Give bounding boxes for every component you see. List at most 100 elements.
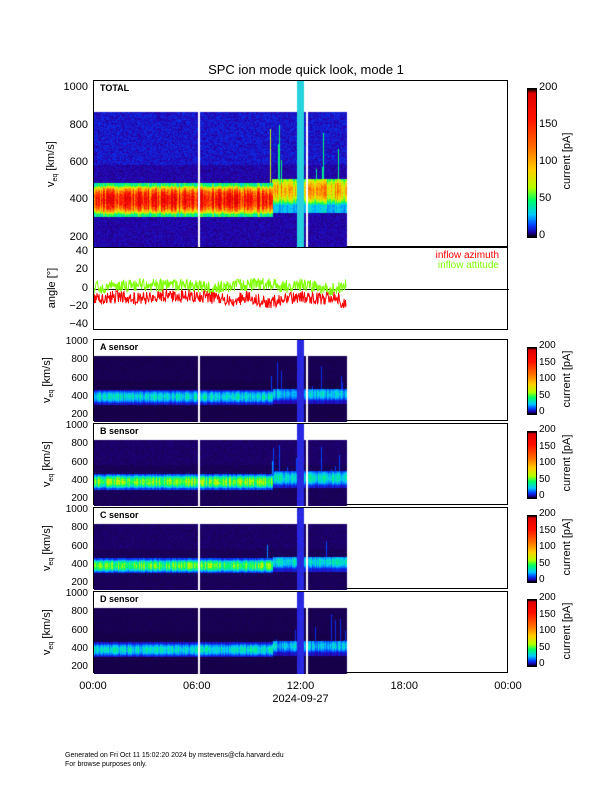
colorbar-tick-label: 100 [539, 457, 556, 468]
velocity-axis-label: veq [km/s] [40, 525, 56, 571]
colorbar-tick-label: 50 [539, 192, 552, 204]
panel-label: B sensor [100, 426, 139, 436]
velocity-tick-label: 600 [69, 156, 88, 169]
colorbar-tick-label: 0 [539, 229, 546, 241]
velocity-tick-label: 1000 [65, 588, 88, 600]
colorbar [527, 515, 537, 583]
spectrogram-panel-b-sensor: B sensor [93, 423, 509, 506]
velocity-tick-label: 200 [69, 230, 88, 243]
series-inflow-attitude [94, 277, 347, 296]
legend-inflow-attitude: inflow attitude [437, 260, 499, 271]
panel-label: D sensor [100, 594, 139, 604]
date-label: 2024-09-27 [272, 693, 329, 705]
angle-axis-label: angle [°] [46, 267, 58, 308]
colorbar-tick-label: 150 [539, 608, 556, 620]
velocity-tick-label: 1000 [63, 81, 88, 94]
velocity-tick-label: 1000 [65, 420, 88, 432]
panel-label: C sensor [100, 510, 139, 520]
velocity-tick-label: 400 [71, 475, 88, 487]
colorbar-tick-label: 50 [539, 473, 551, 485]
time-tick-label: 18:00 [390, 680, 419, 692]
velocity-tick-label: 600 [71, 372, 88, 384]
legend-inflow-azimuth: inflow azimuth [435, 250, 499, 261]
velocity-axis-label: veq [km/s] [44, 140, 60, 187]
colorbar-tick-label: 0 [539, 658, 545, 669]
angle-tick-label: 0 [81, 281, 88, 294]
colorbar-tick-label: 150 [539, 118, 558, 130]
colorbar-tick-label: 0 [539, 406, 545, 417]
velocity-axis-label: veq [km/s] [40, 357, 56, 403]
velocity-tick-label: 400 [71, 391, 88, 403]
velocity-tick-label: 400 [69, 193, 88, 206]
colorbar [527, 347, 537, 415]
colorbar-tick-label: 50 [539, 557, 551, 569]
colorbar-tick-label: 200 [539, 340, 556, 351]
spectrogram-panel-a-sensor: A sensor [93, 339, 509, 422]
colorbar-label: current [pA] [561, 350, 573, 408]
velocity-tick-label: 400 [71, 559, 88, 571]
figure-title: SPC ion mode quick look, mode 1 [208, 62, 404, 77]
velocity-tick-label: 200 [71, 409, 88, 421]
angle-tick-label: 40 [75, 244, 88, 257]
colorbar-tick-label: 50 [539, 641, 551, 653]
spectrogram-canvas [94, 81, 509, 248]
spectrogram-panel-total: TOTAL [93, 80, 509, 248]
colorbar-tick-label: 150 [539, 524, 556, 536]
velocity-tick-label: 800 [71, 438, 88, 450]
velocity-axis-label: veq [km/s] [40, 441, 56, 487]
velocity-tick-label: 600 [71, 456, 88, 468]
velocity-tick-label: 600 [71, 540, 88, 552]
colorbar-tick-label: 200 [539, 81, 558, 93]
panel-label: TOTAL [100, 83, 130, 93]
velocity-tick-label: 200 [71, 661, 88, 673]
angle-plot [94, 277, 509, 309]
colorbar-tick-label: 150 [539, 440, 556, 452]
angle-tick-label: 20 [75, 263, 88, 276]
velocity-axis-label: veq [km/s] [40, 609, 56, 655]
footer-generated: Generated on Fri Oct 11 15:02:20 2024 by… [65, 752, 284, 759]
colorbar-tick-label: 100 [539, 625, 556, 636]
angle-panel: inflow azimuth inflow attitude [93, 247, 509, 330]
colorbar-label: current [pA] [561, 518, 573, 576]
spectrogram-panel-d-sensor: D sensor [93, 591, 509, 674]
colorbar-tick-label: 0 [539, 574, 545, 585]
angle-tick-label: −20 [69, 299, 88, 312]
velocity-tick-label: 800 [71, 354, 88, 366]
velocity-tick-label: 600 [71, 624, 88, 636]
spectrogram-canvas [94, 340, 509, 422]
time-tick-label: 06:00 [182, 680, 211, 692]
footer-note: For browse purposes only. [65, 761, 147, 768]
time-tick-label: 00:00 [79, 680, 107, 692]
angle-tick-label: −40 [69, 318, 88, 331]
spectrogram-canvas [94, 424, 509, 506]
colorbar-tick-label: 200 [539, 592, 556, 603]
velocity-tick-label: 800 [69, 118, 88, 131]
colorbar-label: current [pA] [561, 602, 573, 660]
spectrogram-canvas [94, 592, 509, 674]
colorbar-tick-label: 200 [539, 508, 556, 519]
colorbar [527, 599, 537, 667]
series-inflow-azimuth [94, 289, 347, 309]
velocity-tick-label: 400 [71, 643, 88, 655]
panel-label: A sensor [100, 342, 139, 352]
colorbar-label: current [pA] [561, 132, 573, 190]
spectrogram-canvas [94, 508, 509, 590]
colorbar-tick-label: 0 [539, 490, 545, 501]
velocity-tick-label: 1000 [65, 336, 88, 348]
colorbar-tick-label: 100 [539, 541, 556, 552]
colorbar-tick-label: 100 [539, 155, 558, 167]
colorbar-tick-label: 100 [539, 373, 556, 384]
colorbar-tick-label: 150 [539, 356, 556, 368]
colorbar [527, 431, 537, 499]
time-tick-label: 00:00 [494, 680, 522, 692]
time-tick-label: 12:00 [286, 680, 315, 692]
velocity-tick-label: 200 [71, 577, 88, 589]
colorbar-label: current [pA] [561, 434, 573, 492]
velocity-tick-label: 1000 [65, 504, 88, 516]
colorbar [527, 88, 537, 238]
velocity-tick-label: 200 [71, 493, 88, 505]
spectrogram-panel-c-sensor: C sensor [93, 507, 509, 590]
colorbar-tick-label: 50 [539, 389, 551, 401]
colorbar-tick-label: 200 [539, 424, 556, 435]
